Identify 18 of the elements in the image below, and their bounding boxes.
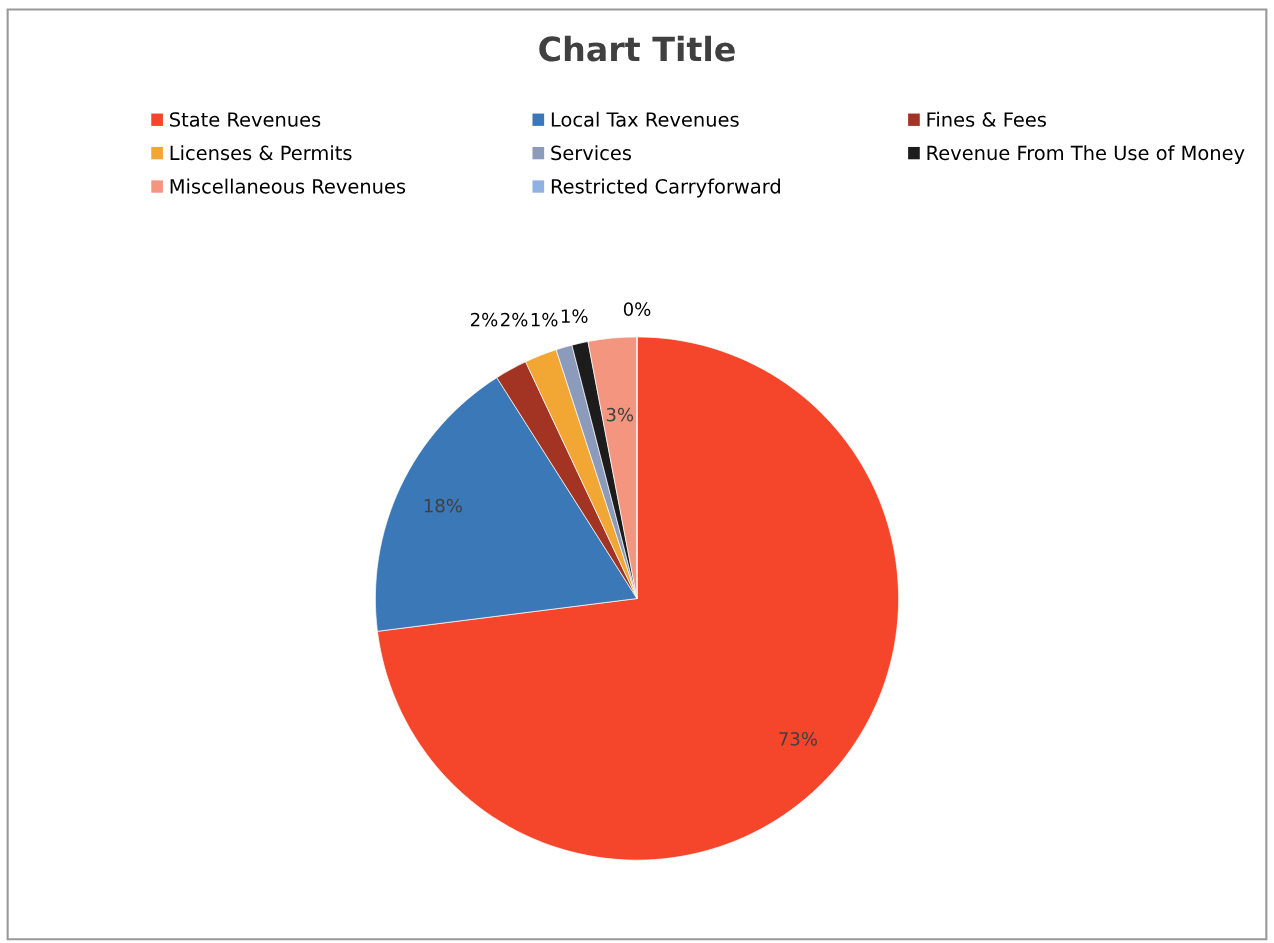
legend-label: Services: [551, 145, 632, 161]
data-label: 2%: [470, 312, 498, 327]
data-label: 1%: [531, 312, 558, 327]
legend-label: Revenue From The Use of Money: [927, 145, 1245, 165]
legend-label: Local Tax Revenues: [551, 111, 739, 127]
legend-label: State Revenues: [170, 112, 321, 127]
data-label: 3%: [606, 407, 634, 422]
pie-slice: [377, 336, 899, 861]
legend-label: Miscellaneous Revenues: [170, 178, 406, 194]
data-label: 73%: [779, 731, 817, 746]
legend-label: Fines & Fees: [927, 111, 1046, 127]
legend-label: Restricted Carryforward: [551, 178, 780, 198]
chart-title: Chart Title: [539, 35, 735, 62]
legend-label: Licenses & Permits: [170, 145, 352, 161]
text: 0%: [623, 302, 651, 316]
data-label: 2%: [501, 312, 528, 327]
data-label: 18%: [424, 498, 462, 513]
data-label: 1%: [561, 309, 588, 323]
